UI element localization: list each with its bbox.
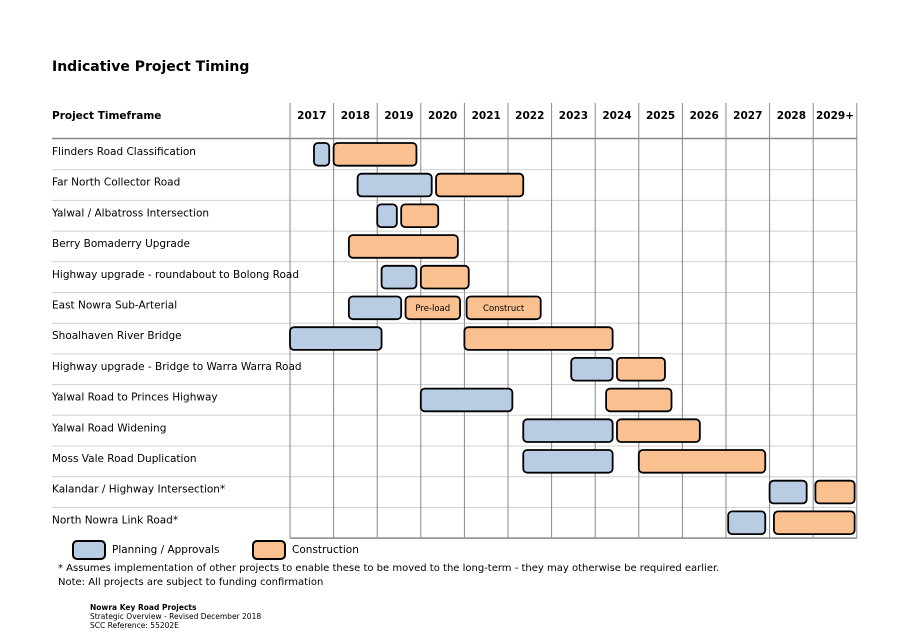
task-label: Highway upgrade - roundabout to Bolong R…	[52, 269, 299, 281]
gantt-bar-planning	[768, 479, 808, 505]
task-label: Yalwal Road to Princes Highway	[51, 392, 218, 404]
footer-revision: Strategic Overview - Revised December 20…	[90, 612, 262, 621]
year-column-header: 2021	[472, 110, 501, 122]
document-footer: Nowra Key Road Projects Strategic Overvi…	[90, 603, 261, 630]
footnote-funding: Note: All projects are subject to fundin…	[58, 577, 324, 588]
gantt-bar-construction	[400, 203, 440, 228]
task-label: Berry Bomaderry Upgrade	[52, 238, 190, 250]
footnote-assumption: * Assumes implementation of other projec…	[58, 563, 720, 574]
year-column-header: 2017	[297, 110, 326, 122]
gantt-bar-construction	[616, 356, 666, 382]
year-column-header: 2029+	[816, 110, 854, 122]
gantt-bar-planning	[727, 510, 767, 535]
year-column-header: 2023	[559, 110, 588, 122]
task-label: Yalwal Road Widening	[51, 422, 166, 434]
task-label: East Nowra Sub-Arterial	[52, 300, 177, 312]
gantt-bar-planning	[570, 356, 614, 382]
bar-phase-label: Construct	[483, 304, 525, 314]
legend-swatch-construction	[252, 540, 286, 560]
gantt-bar-planning	[313, 142, 331, 167]
year-column-header: 2024	[602, 110, 631, 122]
year-column-header: 2026	[690, 110, 719, 122]
year-column-header: 2018	[341, 110, 370, 122]
gantt-bar-planning	[522, 449, 614, 474]
footer-heading: Nowra Key Road Projects	[90, 603, 197, 612]
gantt-bar-construction	[773, 510, 856, 535]
gantt-bar-planning	[289, 326, 383, 351]
row-header-label: Project Timeframe	[52, 110, 161, 122]
gantt-bar-construction	[463, 326, 614, 351]
gantt-bar-planning	[380, 264, 418, 290]
bar-phase-label: Pre-load	[415, 304, 450, 314]
legend-swatch-planning	[72, 540, 106, 560]
gantt-bar-construction	[605, 387, 673, 413]
task-label: Highway upgrade - Bridge to Warra Warra …	[52, 361, 302, 373]
year-column-header: 2020	[428, 110, 457, 122]
task-label: Moss Vale Road Duplication	[52, 453, 197, 465]
year-column-header: 2022	[515, 110, 544, 122]
task-label: Flinders Road Classification	[52, 146, 196, 158]
footer-reference: SCC Reference: 55202E	[90, 621, 179, 630]
legend-label-planning: Planning / Approvals	[112, 544, 220, 556]
task-label: North Nowra Link Road*	[52, 514, 178, 526]
task-label: Kalandar / Highway Intersection*	[52, 484, 225, 496]
task-label: Shoalhaven River Bridge	[52, 330, 182, 342]
gantt-bar-construction	[814, 479, 856, 505]
page-title: Indicative Project Timing	[52, 59, 250, 75]
gantt-chart: Project Timeframe 2017 2018 2019 2020 2021 202…	[51, 103, 858, 539]
year-column-header: 2025	[646, 110, 675, 122]
gantt-bar-construction	[435, 172, 525, 198]
year-column-header: 2028	[777, 110, 806, 122]
gantt-bar-construction	[419, 264, 470, 290]
gantt-bar-planning	[419, 387, 514, 413]
gantt-bar-construction	[404, 295, 461, 321]
gantt-bar-planning	[356, 172, 433, 198]
year-column-header: 2019	[384, 110, 413, 122]
legend-label-construction: Construction	[292, 544, 359, 556]
gantt-bar-planning	[347, 295, 403, 321]
gantt-bar-construction	[465, 295, 542, 321]
gantt-bar-construction	[332, 142, 418, 167]
task-label: Far North Collector Road	[52, 177, 180, 189]
year-column-header: 2027	[733, 110, 762, 122]
gantt-bar-construction	[616, 418, 701, 443]
gantt-bar-planning	[522, 418, 614, 443]
task-label: Yalwal / Albatross Intersection	[51, 207, 209, 219]
gantt-bar-construction	[347, 234, 459, 259]
gantt-bar-construction	[637, 449, 767, 474]
gantt-bar-planning	[376, 203, 398, 228]
